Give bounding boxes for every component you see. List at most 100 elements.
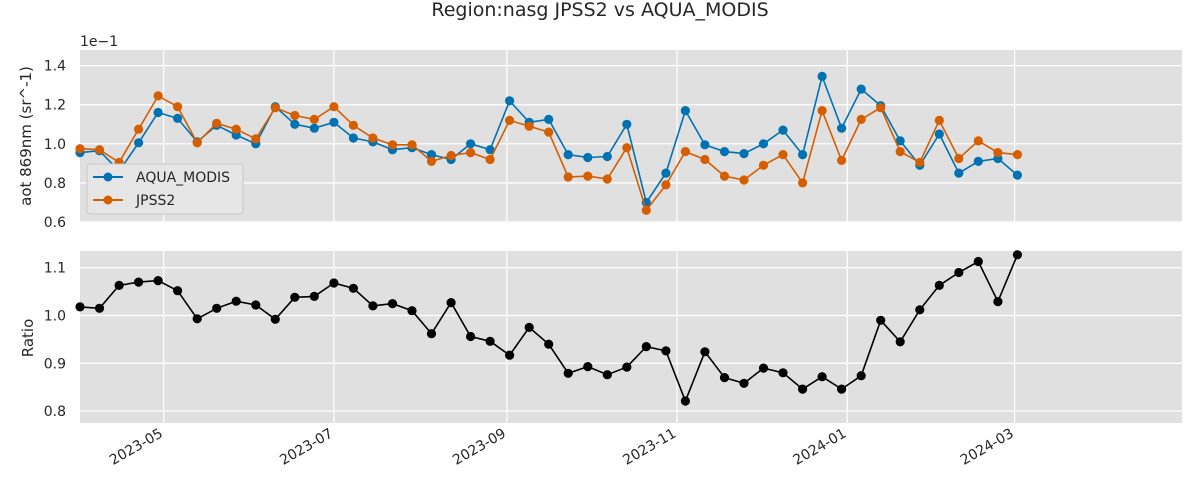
- data-point-jpss2: [954, 153, 964, 164]
- data-point-ratio: [563, 368, 573, 378]
- data-point-aqua-modis: [583, 152, 593, 163]
- data-point-jpss2: [329, 102, 339, 112]
- data-point-jpss2: [993, 148, 1003, 158]
- data-point-ratio: [173, 286, 183, 296]
- data-point-jpss2: [173, 102, 183, 112]
- data-point-ratio: [817, 372, 827, 382]
- data-point-ratio: [758, 363, 769, 373]
- data-point-jpss2: [837, 155, 847, 165]
- data-point-ratio: [778, 368, 788, 378]
- data-point-aqua-modis: [817, 71, 827, 81]
- legend-box: [86, 163, 244, 215]
- data-point-ratio: [466, 331, 476, 342]
- bottom-y-ticks: 0.8 0.9 1.0 1.1: [44, 261, 66, 420]
- data-point-ratio: [524, 322, 534, 332]
- data-point-jpss2: [778, 150, 788, 160]
- top-series: [75, 71, 1023, 215]
- data-point-jpss2: [661, 180, 671, 190]
- data-point-ratio: [368, 301, 378, 311]
- data-point-jpss2: [426, 156, 437, 166]
- data-point-aqua-modis: [505, 96, 515, 106]
- y-tick-label: 1.1: [44, 261, 66, 277]
- data-point-ratio: [915, 305, 925, 315]
- data-point-ratio: [153, 276, 163, 286]
- y-tick-label: 1.4: [44, 59, 66, 75]
- data-point-aqua-modis: [954, 168, 964, 178]
- legend: AQUA_MODIS JPSS2: [86, 163, 244, 215]
- data-point-aqua-modis: [348, 133, 358, 143]
- data-point-ratio: [75, 302, 85, 312]
- data-point-aqua-modis: [173, 113, 183, 123]
- data-point-jpss2: [758, 160, 769, 170]
- data-point-jpss2: [270, 103, 280, 113]
- data-point-jpss2: [75, 144, 85, 154]
- data-point-aqua-modis: [602, 151, 612, 162]
- data-point-ratio: [798, 384, 808, 394]
- x-tick-label: 2023-05: [107, 426, 166, 469]
- data-point-jpss2: [563, 172, 573, 182]
- x-tick-label: 2023-07: [277, 426, 336, 469]
- data-point-ratio: [192, 314, 202, 324]
- data-point-jpss2: [856, 114, 866, 124]
- data-point-jpss2: [368, 133, 378, 143]
- data-point-ratio: [348, 283, 358, 293]
- data-point-aqua-modis: [700, 140, 710, 150]
- data-point-ratio: [661, 346, 671, 356]
- x-axis-ticks: 2023-05 2023-07 2023-09 2023-11 2024-01 2024-…: [107, 426, 1017, 469]
- data-point-jpss2: [192, 138, 202, 148]
- data-point-ratio: [407, 306, 417, 316]
- data-point-ratio: [114, 280, 124, 290]
- data-point-aqua-modis: [329, 117, 339, 127]
- data-point-jpss2: [153, 91, 163, 101]
- data-point-jpss2: [309, 114, 319, 124]
- data-point-ratio: [837, 384, 847, 394]
- data-point-aqua-modis: [544, 114, 554, 124]
- data-point-jpss2: [817, 106, 827, 116]
- data-point-jpss2: [134, 124, 144, 134]
- top-y-axis-label: aot 869nm (sr^-1): [17, 66, 35, 206]
- top-plot-area: [80, 50, 1182, 222]
- data-point-jpss2: [485, 154, 495, 165]
- data-point-aqua-modis: [134, 138, 144, 148]
- data-point-ratio: [739, 378, 749, 388]
- data-point-aqua-modis: [719, 147, 730, 157]
- data-point-aqua-modis: [153, 107, 163, 118]
- data-point-jpss2: [290, 110, 300, 121]
- data-point-jpss2: [934, 115, 944, 125]
- data-point-jpss2: [680, 147, 691, 157]
- y-tick-label: 1.2: [44, 98, 66, 114]
- x-tick-label: 2023-09: [450, 426, 509, 469]
- data-point-aqua-modis: [798, 150, 808, 160]
- data-point-ratio: [270, 314, 280, 324]
- data-point-ratio: [505, 350, 515, 360]
- data-point-ratio: [934, 280, 944, 290]
- data-point-aqua-modis: [856, 84, 866, 94]
- data-point-ratio: [1012, 250, 1023, 260]
- data-point-aqua-modis: [426, 150, 437, 160]
- data-point-jpss2: [348, 120, 358, 130]
- y-tick-label: 0.9: [44, 356, 66, 372]
- bottom-y-axis-label: Ratio: [19, 319, 37, 358]
- data-point-jpss2: [719, 171, 730, 181]
- data-point-ratio: [700, 347, 710, 357]
- data-point-aqua-modis: [661, 168, 671, 178]
- data-point-jpss2: [524, 121, 534, 131]
- data-point-ratio: [544, 339, 554, 349]
- data-point-aqua-modis: [934, 129, 944, 139]
- data-point-aqua-modis: [973, 156, 983, 166]
- data-point-ratio: [251, 300, 261, 310]
- data-point-ratio: [231, 296, 241, 306]
- data-point-jpss2: [973, 136, 983, 146]
- data-point-aqua-modis: [680, 106, 691, 116]
- data-point-jpss2: [622, 143, 632, 153]
- data-point-ratio: [856, 371, 866, 381]
- data-point-jpss2: [700, 154, 710, 165]
- data-point-ratio: [680, 396, 691, 406]
- data-point-jpss2: [387, 140, 398, 150]
- y-tick-label: 1.0: [44, 137, 66, 153]
- data-point-aqua-modis: [739, 149, 749, 159]
- data-point-aqua-modis: [778, 125, 788, 135]
- y-tick-label: 0.8: [44, 404, 66, 420]
- figure-title: Region:nasg JPSS2 vs AQUA_MODIS: [431, 0, 768, 21]
- data-point-jpss2: [798, 178, 808, 188]
